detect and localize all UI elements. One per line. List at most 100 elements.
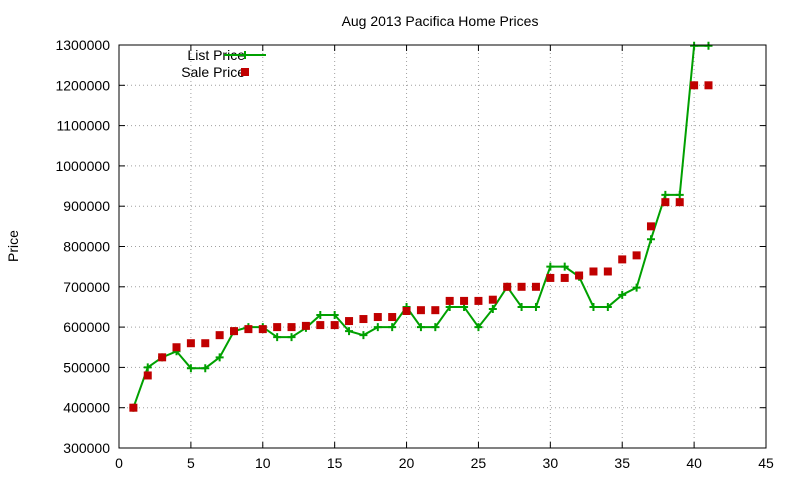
sale-price-point	[603, 267, 612, 276]
sale-price-point	[546, 273, 555, 282]
list-price-point	[186, 364, 195, 373]
list-price-point	[661, 190, 670, 199]
list-price-point	[316, 311, 325, 320]
sale-price-point	[287, 323, 296, 332]
list-price-point	[287, 333, 296, 342]
sale-price-point	[273, 323, 282, 332]
list-price-point	[388, 323, 397, 332]
list-price-point	[488, 304, 497, 313]
x-tick-label: 0	[115, 455, 123, 471]
list-price-point	[373, 323, 382, 332]
list-price-point	[143, 363, 152, 372]
sale-price-point	[258, 325, 267, 334]
list-price-point	[646, 235, 655, 244]
sale-price-point	[632, 251, 641, 260]
list-price-point	[215, 353, 224, 362]
list-price-point	[589, 302, 598, 311]
list-price-point	[359, 331, 368, 340]
sale-price-point	[575, 271, 584, 280]
sale-price-point	[158, 353, 167, 362]
list-price-point	[201, 364, 210, 373]
sale-price-point	[345, 317, 354, 326]
sale-price-point	[373, 313, 382, 322]
sale-price-point	[215, 331, 224, 340]
list-price-point	[345, 327, 354, 336]
sale-price-point	[675, 198, 684, 207]
sale-price-point	[172, 343, 181, 352]
y-tick-label: 900000	[63, 198, 110, 214]
list-price-point	[474, 323, 483, 332]
sale-price-point	[201, 339, 210, 348]
sale-price-point	[661, 198, 670, 207]
sale-price-point	[646, 222, 655, 231]
sale-price-point	[460, 296, 469, 305]
legend-marker-sale-price	[241, 68, 249, 76]
y-tick-label: 600000	[63, 319, 110, 335]
list-price-point	[517, 302, 526, 311]
y-tick-label: 1200000	[55, 77, 110, 93]
sale-price-point	[560, 273, 569, 282]
y-tick-label: 800000	[63, 239, 110, 255]
grid	[119, 45, 766, 448]
list-price-point	[675, 190, 684, 199]
legend-label-sale-price: Sale Price	[181, 64, 245, 80]
y-tick-label: 1000000	[55, 158, 110, 174]
legend-marker-list-price	[241, 51, 249, 59]
sale-price-point	[143, 371, 152, 380]
axis-ticks: 0 5 10 15 20 25 30 35 40 45 300000 400000 500000 6000…	[55, 37, 774, 471]
sale-price-point	[517, 282, 526, 291]
sale-price-point	[402, 306, 411, 315]
x-tick-label: 30	[543, 455, 559, 471]
x-tick-label: 25	[471, 455, 487, 471]
sale-price-point	[445, 296, 454, 305]
sale-price-point	[359, 315, 368, 324]
list-price-point	[603, 302, 612, 311]
sale-price-point	[690, 81, 699, 90]
list-price-point	[690, 41, 699, 50]
list-price-point	[273, 333, 282, 342]
sale-price-point	[186, 339, 195, 348]
chart-title: Aug 2013 Pacifica Home Prices	[342, 13, 539, 29]
series-layer	[129, 41, 713, 412]
sale-price-point	[488, 295, 497, 304]
sale-price-point	[244, 325, 253, 334]
legend-label-list-price: List Price	[187, 47, 245, 63]
sale-price-point	[316, 321, 325, 330]
list-price-point	[546, 262, 555, 271]
y-tick-label: 1300000	[55, 37, 110, 53]
sale-price-point	[388, 313, 397, 322]
legend: List Price Sale Price	[181, 47, 266, 80]
sale-price-point	[474, 296, 483, 305]
x-tick-label: 40	[686, 455, 702, 471]
sale-price-point	[330, 321, 339, 330]
list-price-point	[416, 323, 425, 332]
list-price-point	[531, 302, 540, 311]
sale-price-point	[618, 255, 627, 264]
y-tick-label: 400000	[63, 400, 110, 416]
x-tick-label: 20	[399, 455, 415, 471]
sale-price-point	[589, 267, 598, 276]
x-tick-label: 10	[255, 455, 271, 471]
x-tick-label: 5	[187, 455, 195, 471]
sale-price-point	[431, 306, 440, 315]
y-tick-label: 700000	[63, 279, 110, 295]
list-price-point	[704, 41, 713, 50]
sale-price-point	[503, 282, 512, 291]
x-tick-label: 45	[758, 455, 774, 471]
sale-price-point	[129, 403, 138, 412]
sale-price-point	[230, 327, 239, 336]
sale-price-point	[531, 282, 540, 291]
x-tick-label: 35	[614, 455, 630, 471]
sale-price-point	[301, 321, 310, 330]
sale-price-point	[704, 81, 713, 90]
list-price-point	[330, 311, 339, 320]
list-price-point	[560, 262, 569, 271]
y-axis-label: Price	[5, 230, 21, 262]
y-tick-label: 500000	[63, 359, 110, 375]
x-tick-label: 15	[327, 455, 343, 471]
plot-frame	[118, 44, 767, 449]
list-price-point	[632, 283, 641, 292]
sale-price-point	[416, 306, 425, 315]
y-tick-label: 300000	[63, 440, 110, 456]
